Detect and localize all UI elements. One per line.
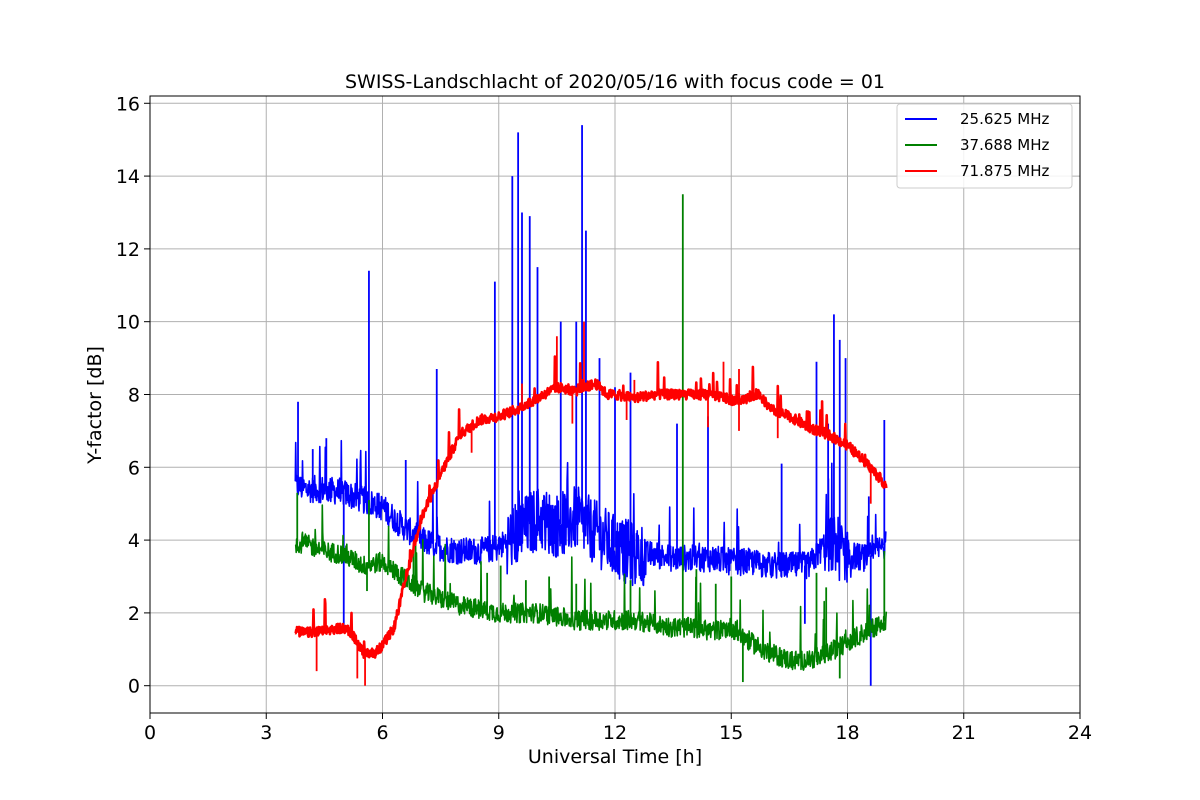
x-tick-label: 18 — [835, 722, 859, 744]
x-tick-label: 6 — [376, 722, 388, 744]
legend-entry: 37.688 MHz — [905, 136, 1049, 154]
x-tick-label: 21 — [952, 722, 976, 744]
y-tick-label: 12 — [116, 239, 140, 261]
series-1 — [294, 125, 887, 686]
legend-label: 37.688 MHz — [960, 136, 1049, 154]
plot-area — [294, 125, 888, 686]
x-tick-label: 3 — [260, 722, 272, 744]
series-group — [294, 125, 888, 686]
y-axis-label: Y-factor [dB] — [84, 346, 106, 465]
y-tick-label: 14 — [116, 166, 140, 188]
legend-entry: 25.625 MHz — [905, 110, 1049, 128]
y-tick-label: 6 — [128, 457, 140, 479]
series-line — [294, 439, 887, 587]
x-axis-label: Universal Time [h] — [528, 746, 702, 768]
y-axis-ticks: 0 2 4 6 8 10 12 14 16 — [116, 93, 150, 698]
legend-label: 25.625 MHz — [960, 110, 1049, 128]
y-tick-label: 2 — [128, 603, 140, 625]
x-tick-label: 0 — [144, 722, 156, 744]
series-line — [294, 355, 888, 659]
series-2 — [294, 194, 888, 683]
y-tick-label: 4 — [128, 530, 140, 552]
series-line — [294, 504, 888, 671]
y-tick-label: 0 — [128, 676, 140, 698]
legend-entry: 71.875 MHz — [905, 162, 1049, 180]
plot-frame — [149, 95, 1081, 714]
x-tick-label: 9 — [493, 722, 505, 744]
x-tick-label: 24 — [1068, 722, 1092, 744]
series-3 — [294, 321, 888, 686]
y-tick-label: 16 — [116, 93, 140, 115]
chart-title: SWISS-Landschlacht of 2020/05/16 with fo… — [345, 71, 885, 93]
legend: 25.625 MHz 37.688 MHz 71.875 MHz — [896, 103, 1073, 189]
y-tick-label: 8 — [128, 384, 140, 406]
legend-box — [896, 103, 1073, 189]
x-axis-ticks: 0 3 6 9 12 15 18 21 24 — [144, 713, 1092, 744]
legend-label: 71.875 MHz — [960, 162, 1049, 180]
y-tick-label: 10 — [116, 312, 140, 334]
x-tick-label: 12 — [603, 722, 627, 744]
x-tick-label: 15 — [719, 722, 743, 744]
